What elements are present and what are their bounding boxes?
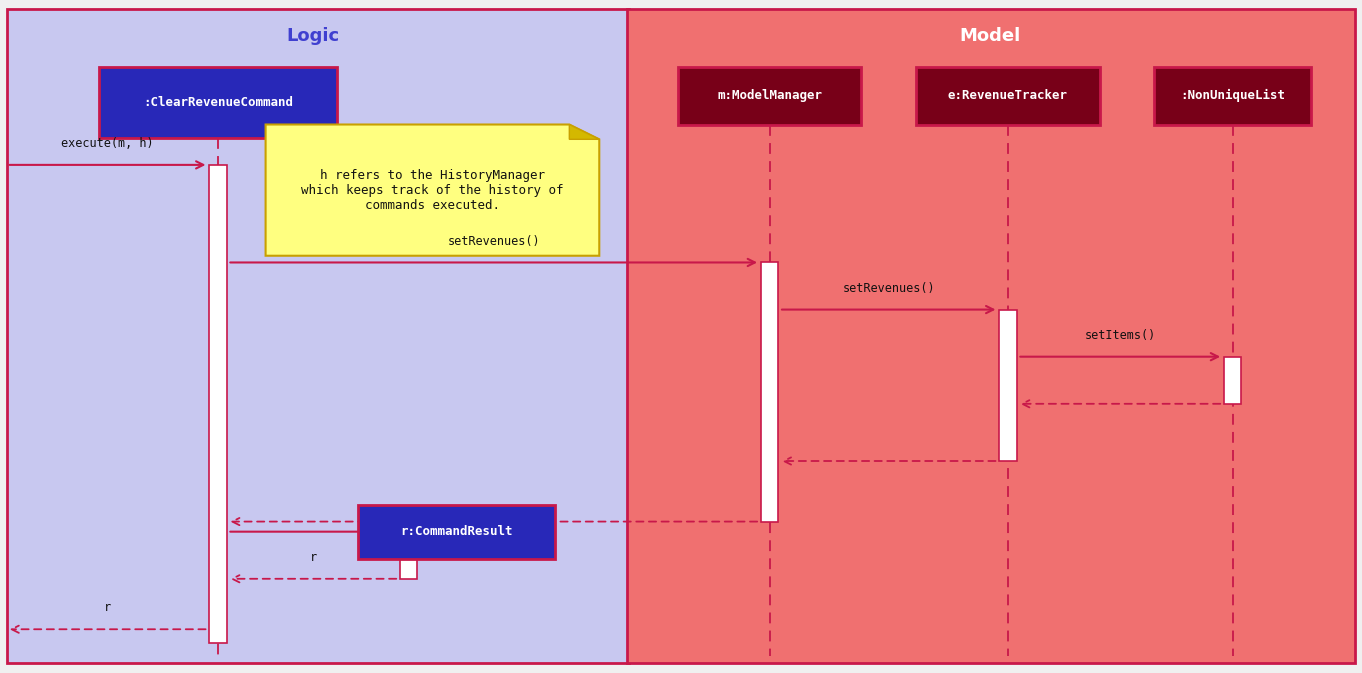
Text: r: r [309, 551, 317, 564]
FancyBboxPatch shape [399, 532, 417, 579]
Polygon shape [266, 125, 599, 256]
FancyBboxPatch shape [1223, 357, 1242, 404]
Text: Model: Model [960, 27, 1020, 45]
Text: e:RevenueTracker: e:RevenueTracker [948, 90, 1068, 102]
Text: r:CommandResult: r:CommandResult [400, 525, 512, 538]
FancyBboxPatch shape [210, 165, 226, 643]
Text: h refers to the HistoryManager
which keeps track of the history of
commands exec: h refers to the HistoryManager which kee… [301, 169, 564, 211]
Text: :NonUniqueList: :NonUniqueList [1179, 90, 1286, 102]
Polygon shape [569, 125, 599, 139]
FancyBboxPatch shape [760, 262, 779, 522]
Text: setRevenues(): setRevenues() [447, 235, 541, 248]
FancyBboxPatch shape [677, 67, 861, 125]
FancyBboxPatch shape [627, 9, 1355, 663]
Text: m:ModelManager: m:ModelManager [716, 90, 823, 102]
Text: :ClearRevenueCommand: :ClearRevenueCommand [143, 96, 293, 109]
Text: setRevenues(): setRevenues() [842, 282, 936, 295]
FancyBboxPatch shape [7, 9, 629, 663]
Text: r: r [104, 602, 112, 614]
FancyBboxPatch shape [357, 505, 556, 559]
Text: Logic: Logic [286, 27, 340, 45]
FancyBboxPatch shape [1155, 67, 1310, 125]
FancyBboxPatch shape [915, 67, 1100, 125]
FancyBboxPatch shape [1000, 310, 1016, 461]
Text: setItems(): setItems() [1084, 329, 1156, 342]
Text: execute(m, h): execute(m, h) [61, 137, 154, 150]
FancyBboxPatch shape [99, 67, 336, 138]
